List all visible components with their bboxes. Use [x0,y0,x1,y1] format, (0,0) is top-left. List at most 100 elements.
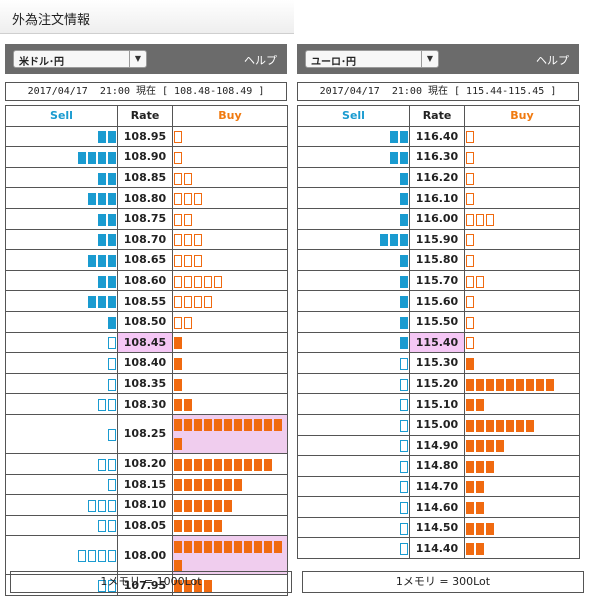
buy-depth-cell [172,310,288,333]
buy-depth-cell [464,207,580,230]
buy-depth-cell [172,187,288,209]
sell-order-block [108,213,116,226]
sell-order-block-outline [108,499,116,512]
sell-order-block-outline [400,460,408,473]
buy-order-block [204,580,212,593]
table-row: 107.95 [5,574,288,596]
buy-order-block [546,378,554,391]
buy-order-block [476,543,484,556]
buy-order-block-outline [466,193,474,206]
buy-order-block [174,540,182,553]
buy-depth-cell [464,455,580,477]
buy-order-block [526,378,534,391]
dropdown-arrow-icon[interactable]: ▼ [129,51,146,67]
buy-order-block [204,479,212,492]
table-row: 115.50 [297,310,580,333]
table-row: 116.40 [297,125,580,148]
sell-order-block [108,151,116,164]
currency-pair-select[interactable]: ユーロ･円 ▼ [305,50,439,68]
buy-order-block [224,458,232,471]
help-link[interactable]: ヘルプ [244,54,277,67]
buy-depth-cell [172,372,288,395]
buy-order-block-outline [184,172,192,185]
sell-order-block [400,254,408,267]
rate-cell: 115.50 [409,310,465,333]
currency-pair-select[interactable]: 米ドル･円 ▼ [13,50,147,68]
buy-order-block [184,580,192,593]
sell-depth-cell [297,372,410,395]
buy-depth-cell [464,228,580,251]
sell-depth-cell [5,574,118,596]
buy-depth-cell [464,290,580,312]
buy-order-block [174,559,182,572]
sell-order-block [108,193,116,206]
help-link[interactable]: ヘルプ [536,54,569,67]
table-row: 115.80 [297,249,580,271]
buy-order-block [224,419,232,432]
buy-order-block [496,419,504,432]
rate-cell: 108.65 [117,249,173,271]
buy-order-block [194,499,202,512]
sell-order-block-outline [108,399,116,412]
rate-cell: 115.10 [409,393,465,415]
sell-order-block-outline [98,499,106,512]
sell-order-block [88,193,96,206]
table-row: 115.10 [297,393,580,415]
table-header-row: Sell Rate Buy [297,105,580,127]
buy-order-block [466,543,474,556]
sell-depth-cell [297,413,410,436]
table-row: 108.45 [5,331,288,354]
table-row: 108.20 [5,452,288,475]
buy-depth-cell [172,535,288,576]
buy-order-block [224,499,232,512]
buy-depth-cell [464,146,580,168]
sell-column-header: Sell [5,105,118,127]
buy-depth-cell [172,494,288,516]
panel-header: 米ドル･円 ▼ ヘルプ [5,44,287,74]
sell-order-block [98,213,106,226]
rate-cell: 115.00 [409,413,465,436]
sell-column-header: Sell [297,105,410,127]
buy-order-block [526,419,534,432]
buy-order-block [476,440,484,453]
dropdown-arrow-icon[interactable]: ▼ [421,51,438,67]
buy-order-block [254,458,262,471]
buy-order-block [204,419,212,432]
current-rate-cell: 115.40 [409,331,465,354]
sell-order-block-outline [88,499,96,512]
buy-order-block [466,502,474,515]
buy-order-block-outline [466,316,474,329]
buy-order-block-outline [174,172,182,185]
sell-depth-cell [297,228,410,251]
buy-order-block-outline [184,193,192,206]
buy-depth-cell [464,537,580,560]
buy-order-block-outline [466,172,474,185]
buy-depth-cell [464,249,580,271]
sell-depth-cell [297,455,410,477]
buy-order-block [466,481,474,494]
table-row: 108.35 [5,372,288,395]
sell-depth-cell [5,535,118,576]
unit-note: 1メモリ = 1000Lot [10,571,292,593]
sell-depth-cell [5,269,118,292]
rate-column-header: Rate [409,105,465,127]
sell-order-block-outline [98,580,106,593]
buy-order-block [214,540,222,553]
sell-order-block-outline [108,458,116,471]
buy-order-block-outline [174,275,182,288]
sell-depth-cell [5,187,118,209]
buy-order-block-outline [476,275,484,288]
buy-order-block [486,378,494,391]
buy-order-block [466,419,474,432]
buy-depth-cell [464,352,580,374]
buy-order-block-outline [194,275,202,288]
rate-cell: 108.35 [117,372,173,395]
rate-cell: 114.80 [409,455,465,477]
table-row: 115.40 [297,331,580,354]
buy-depth-cell [172,125,288,148]
page-title-bar: 外為注文情報 [0,0,294,34]
buy-order-block [264,458,272,471]
buy-depth-cell [172,331,288,354]
table-row: 115.00 [297,413,580,436]
rate-cell: 114.40 [409,537,465,560]
